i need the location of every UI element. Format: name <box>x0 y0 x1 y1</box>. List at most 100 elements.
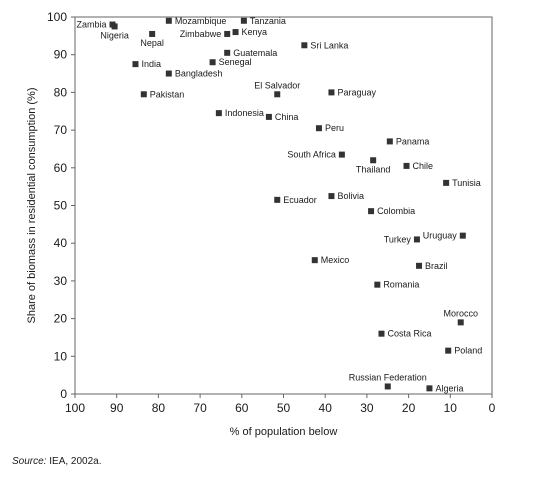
x-tick-label: 40 <box>319 401 333 415</box>
point-label-colombia: Colombia <box>377 206 415 216</box>
point-label-bangladesh: Bangladesh <box>175 69 223 79</box>
point-pakistan <box>140 91 147 98</box>
x-tick-label: 100 <box>65 401 85 415</box>
point-label-romania: Romania <box>383 280 419 290</box>
point-china <box>265 113 272 120</box>
point-colombia <box>368 208 375 215</box>
point-label-pakistan: Pakistan <box>150 89 185 99</box>
point-russian-federation <box>384 383 391 390</box>
point-nepal <box>149 30 156 37</box>
point-label-el-salvador: El Salvador <box>254 80 300 90</box>
point-zimbabwe <box>224 30 231 37</box>
point-el-salvador <box>274 91 281 98</box>
point-mozambique <box>165 17 172 24</box>
source-text: IEA, 2002a. <box>46 456 102 467</box>
point-label-peru: Peru <box>325 123 344 133</box>
point-label-guatemala: Guatemala <box>233 48 277 58</box>
x-tick-label: 30 <box>360 401 374 415</box>
source-prefix: Source: <box>12 456 47 467</box>
point-label-china: China <box>275 112 299 122</box>
point-panama <box>386 138 393 145</box>
point-label-uruguay: Uruguay <box>423 231 458 241</box>
point-label-russian-federation: Russian Federation <box>349 372 427 382</box>
point-algeria <box>426 385 433 392</box>
point-label-nepal: Nepal <box>140 38 164 48</box>
point-label-nigeria: Nigeria <box>100 30 129 40</box>
point-turkey <box>413 236 420 243</box>
point-label-kenya: Kenya <box>242 27 268 37</box>
source-note: Source: IEA, 2002a. <box>12 456 102 467</box>
point-brazil <box>416 262 423 269</box>
point-tunisia <box>443 179 450 186</box>
point-label-tanzania: Tanzania <box>250 16 286 26</box>
x-tick-label: 10 <box>444 401 458 415</box>
point-ecuador <box>274 196 281 203</box>
y-axis-title: Share of biomass in residential consumpt… <box>26 87 38 323</box>
x-axis-title: % of population below <box>230 426 338 438</box>
point-label-mexico: Mexico <box>321 255 350 265</box>
point-label-costa-rica: Costa Rica <box>387 329 431 339</box>
point-label-panama: Panama <box>396 136 430 146</box>
point-indonesia <box>215 110 222 117</box>
point-label-morocco: Morocco <box>443 308 478 318</box>
point-label-paraguay: Paraguay <box>337 87 376 97</box>
x-tick-label: 60 <box>235 401 249 415</box>
y-axis: 0 10 20 30 40 50 60 70 80 90 100 <box>47 10 75 401</box>
y-tick-label: 60 <box>54 161 68 175</box>
point-south-africa <box>338 151 345 158</box>
point-tanzania <box>240 17 247 24</box>
point-bangladesh <box>165 70 172 77</box>
point-india <box>132 61 139 68</box>
y-tick-label: 80 <box>54 85 68 99</box>
point-label-south-africa: South Africa <box>287 150 336 160</box>
x-tick-label: 0 <box>489 401 496 415</box>
point-label-bolivia: Bolivia <box>337 191 364 201</box>
point-label-mozambique: Mozambique <box>175 16 227 26</box>
point-peru <box>315 125 322 132</box>
point-label-senegal: Senegal <box>219 57 252 67</box>
point-morocco <box>457 319 464 326</box>
x-axis: 100 90 80 70 60 50 40 30 20 10 0 <box>65 394 496 415</box>
point-label-tunisia: Tunisia <box>452 178 481 188</box>
point-label-india: India <box>141 59 161 69</box>
point-label-brazil: Brazil <box>425 261 448 271</box>
point-chile <box>403 162 410 169</box>
y-tick-label: 40 <box>54 236 68 250</box>
y-tick-label: 30 <box>54 274 68 288</box>
point-senegal <box>209 59 216 66</box>
point-nigeria <box>111 23 118 30</box>
point-thailand <box>370 157 377 164</box>
x-tick-label: 80 <box>152 401 166 415</box>
point-label-chile: Chile <box>413 161 434 171</box>
point-label-ecuador: Ecuador <box>283 195 317 205</box>
point-mexico <box>311 257 318 264</box>
point-romania <box>374 281 381 288</box>
point-paraguay <box>328 89 335 96</box>
point-label-zambia: Zambia <box>77 20 107 30</box>
y-tick-label: 50 <box>54 199 68 213</box>
x-tick-label: 70 <box>193 401 207 415</box>
y-tick-label: 10 <box>54 349 68 363</box>
x-tick-label: 20 <box>402 401 416 415</box>
point-label-algeria: Algeria <box>435 383 463 393</box>
point-label-turkey: Turkey <box>384 234 412 244</box>
point-label-indonesia: Indonesia <box>225 108 264 118</box>
point-label-poland: Poland <box>454 346 482 356</box>
point-label-zimbabwe: Zimbabwe <box>180 29 222 39</box>
point-bolivia <box>328 193 335 200</box>
point-guatemala <box>224 49 231 56</box>
point-costa-rica <box>378 330 385 337</box>
y-tick-label: 70 <box>54 123 68 137</box>
x-tick-label: 90 <box>110 401 124 415</box>
y-tick-label: 90 <box>54 48 68 62</box>
point-label-sri-lanka: Sri Lanka <box>310 40 348 50</box>
x-tick-label: 50 <box>277 401 291 415</box>
point-sri-lanka <box>301 42 308 49</box>
point-uruguay <box>459 232 466 239</box>
point-label-thailand: Thailand <box>356 164 391 174</box>
point-poland <box>445 347 452 354</box>
y-tick-label: 20 <box>54 312 68 326</box>
